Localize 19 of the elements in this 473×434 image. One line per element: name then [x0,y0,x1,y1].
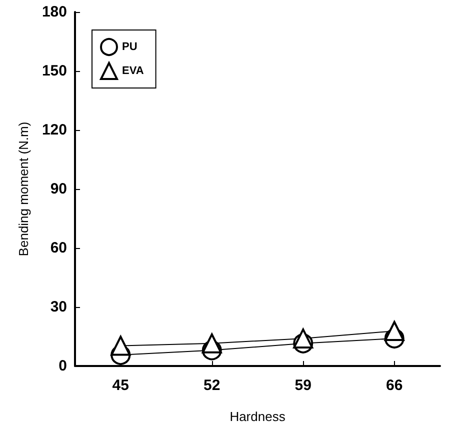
y-tick-label: 30 [50,298,67,316]
x-tick-label: 66 [386,377,403,394]
y-tick-label: 60 [50,240,67,256]
y-tick-label: 150 [42,62,67,80]
y-axis-title: Bending moment (N.m) [16,122,31,256]
point [293,328,314,348]
point [384,320,404,341]
x-axis-title: Hardness [230,409,286,424]
legend-label: EVA [122,65,144,77]
point [110,336,131,356]
y-tick-label: 180 [42,4,67,20]
x-tick-label: 52 [204,377,220,394]
point [202,333,222,354]
y-tick-label: 120 [42,122,67,138]
y-tick-label: 0 [58,358,67,374]
x-tick-label: 59 [294,377,312,394]
legend-label: PU [122,41,138,53]
x-tick-label: 45 [112,377,129,394]
y-tick-label: 90 [50,180,67,198]
